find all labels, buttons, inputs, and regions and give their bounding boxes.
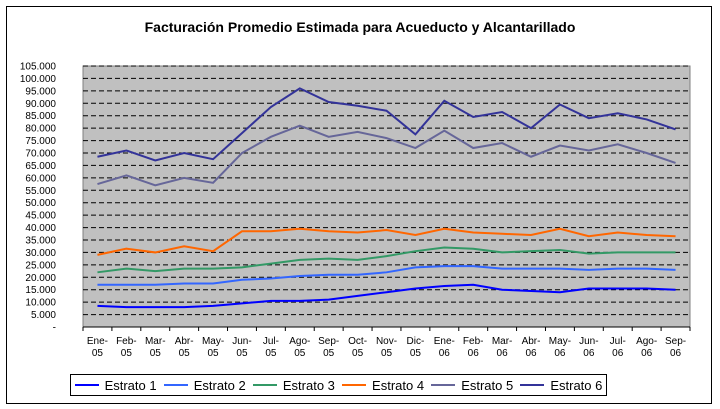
y-tick-label: -	[53, 323, 56, 334]
y-tick-label: 105.000	[20, 62, 57, 73]
series-line-estrato-1	[97, 283, 676, 309]
y-tick-label: 35.000	[25, 236, 56, 247]
x-tick-label: Oct-05	[348, 336, 367, 359]
x-tick-label: Jun-05	[232, 336, 251, 359]
legend-swatch	[252, 384, 277, 386]
y-tick-label: 5.000	[31, 310, 56, 321]
x-tick-label: Feb-05	[116, 336, 137, 359]
legend: Estrato 1 Estrato 2 Estrato 3 Estrato 4 Estr…	[70, 374, 607, 396]
y-tick-label: 85.000	[25, 111, 56, 122]
y-tick-label: 25.000	[25, 260, 56, 271]
legend-swatch	[74, 384, 99, 386]
legend-item: Estrato 4	[342, 378, 424, 393]
x-tick-label: Mar-06	[492, 336, 513, 359]
y-tick-label: 75.000	[25, 136, 56, 147]
legend-label: Estrato 4	[372, 377, 425, 393]
y-tick-label: 90.000	[25, 99, 56, 110]
y-tick-label: 30.000	[25, 248, 56, 259]
x-tick-label: Jul-06	[610, 336, 626, 359]
y-tick-label: 70.000	[25, 149, 56, 160]
legend-label: Estrato 3	[282, 377, 335, 393]
y-tick-label: 95.000	[25, 86, 56, 97]
x-tick-label: Nov-05	[376, 336, 397, 359]
legend-swatch	[520, 384, 545, 386]
y-tick-label: 45.000	[25, 211, 56, 222]
legend-label: Estrato 6	[550, 377, 603, 393]
legend-item: Estrato 3	[252, 377, 335, 393]
legend-item: Estrato 6	[520, 378, 602, 393]
y-tick-label: 80.000	[25, 124, 56, 135]
legend-label: Estrato 1	[104, 377, 157, 393]
y-tick-label: 100.000	[20, 74, 57, 85]
x-tick-label: Ene-05	[87, 336, 108, 359]
legend-label: Estrato 5	[461, 377, 514, 393]
legend-swatch	[163, 384, 188, 386]
x-tick-label: Sep-05	[318, 336, 339, 359]
x-tick-label: Ago-06	[636, 336, 657, 359]
x-tick-label: Jun-06	[579, 336, 598, 359]
y-tick-label: 15.000	[25, 285, 56, 296]
x-tick-label: Jul-05	[263, 336, 279, 359]
x-tick-label: Feb-06	[463, 336, 484, 359]
chart-frame	[6, 6, 712, 404]
x-tick-label: May-05	[202, 336, 224, 359]
y-tick-label: 10.000	[25, 298, 56, 309]
series-line-estrato-5	[97, 124, 676, 187]
x-tick-label: Abr-05	[175, 336, 194, 359]
x-tick-label: May-06	[549, 336, 571, 359]
y-tick-label: 50.000	[25, 198, 56, 209]
x-tick-label: Ene-06	[434, 336, 455, 359]
legend-item: Estrato 5	[431, 378, 513, 393]
x-tick-label: Mar-05	[145, 336, 166, 359]
x-tick-label: Ago-05	[289, 336, 310, 359]
y-tick-label: 55.000	[25, 186, 56, 197]
chart-title: Facturación Promedio Estimada para Acued…	[144, 19, 576, 35]
legend-swatch	[342, 384, 367, 386]
y-tick-label: 20.000	[25, 273, 56, 284]
x-tick-label: Dic-05	[407, 336, 425, 359]
legend-swatch	[431, 384, 456, 386]
series-line-estrato-2	[97, 265, 676, 286]
y-tick-label: 60.000	[25, 173, 56, 184]
series-line-estrato-4	[97, 227, 676, 256]
legend-item: Estrato 2	[163, 377, 246, 393]
series-line-estrato-6	[97, 87, 676, 162]
y-tick-label: 65.000	[25, 161, 56, 172]
x-tick-label: Abr-06	[522, 336, 541, 359]
series-line-estrato-3	[97, 246, 676, 274]
legend-item: Estrato 1	[74, 377, 157, 393]
legend-label: Estrato 2	[193, 377, 246, 393]
x-tick-label: Sep-06	[665, 336, 686, 359]
y-tick-label: 40.000	[25, 223, 56, 234]
